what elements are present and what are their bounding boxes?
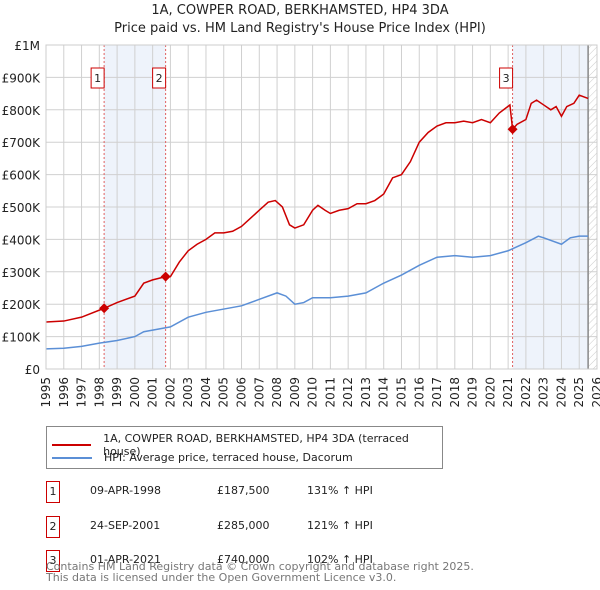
y-tick-label: £100K — [2, 331, 42, 345]
y-tick-label: £900K — [2, 71, 42, 85]
legend-item-price: 1A, COWPER ROAD, BERKHAMSTED, HP4 3DA (t… — [52, 432, 442, 458]
x-tick-label: 2002 — [163, 377, 177, 408]
x-tick-label: 2011 — [323, 377, 337, 408]
transaction-price: £285,000 — [217, 518, 270, 532]
legend: 1A, COWPER ROAD, BERKHAMSTED, HP4 3DA (t… — [46, 426, 443, 469]
hpi-line — [45, 235, 589, 350]
x-tick-label: 2001 — [146, 377, 160, 408]
x-tick-label: 2014 — [377, 377, 391, 408]
x-tick-label: 2009 — [288, 377, 302, 408]
y-tick-label: £300K — [2, 266, 42, 280]
x-tick-label: 2003 — [181, 377, 195, 408]
plot-border — [45, 44, 598, 370]
x-tick-label: 2018 — [448, 377, 462, 408]
x-tick-label: 1998 — [92, 377, 106, 408]
x-tick-label: 2004 — [199, 377, 213, 408]
x-tick-label: 2012 — [341, 377, 355, 408]
transaction-number: 2 — [46, 515, 60, 538]
sale-label-box — [152, 67, 167, 89]
transaction-price: £187,500 — [217, 484, 270, 497]
x-tick-label: 2000 — [128, 377, 142, 408]
transaction-date: 09-APR-1998 — [90, 484, 162, 497]
transaction-date: 24-SEP-2001 — [90, 518, 161, 532]
x-tick-label: 2019 — [466, 377, 480, 408]
sale-label: 2 — [156, 72, 163, 85]
sale-label: 1 — [94, 72, 101, 85]
sale-point-marker — [507, 124, 518, 135]
footer-licence: This data is licensed under the Open Gov… — [46, 571, 397, 584]
x-tick-label: 2020 — [483, 377, 497, 408]
footer: Contains HM Land Registry data © Crown c… — [46, 561, 474, 583]
footer-copyright: Contains HM Land Registry data © Crown c… — [46, 560, 474, 573]
chart-title: 1A, COWPER ROAD, BERKHAMSTED, HP4 3DA — [151, 3, 449, 18]
y-tick-label: £700K — [2, 136, 42, 150]
sale-point-marker — [160, 271, 171, 282]
y-tick-label: £600K — [2, 169, 42, 183]
price-chart: 1995 1996 1997 1998 1999 2000 2001 2002 2003 2004… — [2, 39, 600, 408]
legend-label-price: 1A, COWPER ROAD, BERKHAMSTED, HP4 3DA (t… — [103, 432, 409, 458]
x-tick-label: 2022 — [519, 377, 533, 408]
x-tick-label: 2021 — [501, 377, 515, 408]
transaction-date: 01-APR-2021 — [90, 553, 162, 566]
transaction-number: 3 — [46, 550, 60, 572]
x-tick-label: 2024 — [554, 377, 568, 408]
transaction-number: 1 — [46, 481, 60, 503]
transaction-price: £740,000 — [217, 553, 270, 566]
x-tick-label: 2023 — [537, 377, 551, 408]
x-tick-label: 1995 — [39, 377, 53, 408]
x-tick-label: 1997 — [75, 377, 89, 408]
y-tick-label: £200K — [2, 298, 42, 312]
x-tick-label: 2008 — [270, 377, 284, 408]
chart-subtitle: Price paid vs. HM Land Registry's House … — [114, 21, 486, 36]
transaction-hpi-change: 121% ↑ HPI — [307, 518, 373, 532]
sale-point-marker — [99, 303, 110, 314]
x-tick-label: 1999 — [110, 377, 124, 408]
y-tick-label: £500K — [2, 201, 42, 215]
x-tick-label: 1996 — [57, 377, 71, 408]
price-paid-line — [45, 94, 589, 323]
legend-label-hpi: HPI: Average price, terraced house, Daco… — [104, 451, 353, 464]
x-tick-label: 2007 — [252, 377, 266, 408]
legend-swatch-hpi — [52, 456, 92, 459]
x-tick-label: 2017 — [430, 377, 444, 408]
y-tick-label: £400K — [2, 233, 42, 247]
x-tick-label: 2006 — [235, 377, 249, 408]
x-tick-label: 2026 — [590, 377, 600, 408]
y-tick-label: £800K — [2, 104, 42, 118]
x-tick-label: 2016 — [412, 377, 426, 408]
x-tick-label: 2015 — [394, 377, 408, 408]
x-tick-label: 2005 — [217, 377, 231, 408]
sale-label-box — [499, 67, 514, 89]
transaction-hpi-change: 102% ↑ HPI — [307, 553, 373, 566]
sale-label: 3 — [503, 72, 510, 85]
y-tick-label: £0 — [25, 363, 40, 377]
x-tick-label: 2013 — [359, 377, 373, 408]
legend-item-hpi: HPI: Average price, terraced house, Daco… — [52, 451, 353, 464]
x-tick-label: 2010 — [306, 377, 320, 408]
y-tick-label: £1M — [14, 39, 40, 53]
legend-swatch-price — [52, 444, 92, 446]
transaction-hpi-change: 131% ↑ HPI — [307, 484, 373, 497]
x-tick-label: 2025 — [572, 377, 586, 408]
sale-label-box — [90, 67, 105, 89]
